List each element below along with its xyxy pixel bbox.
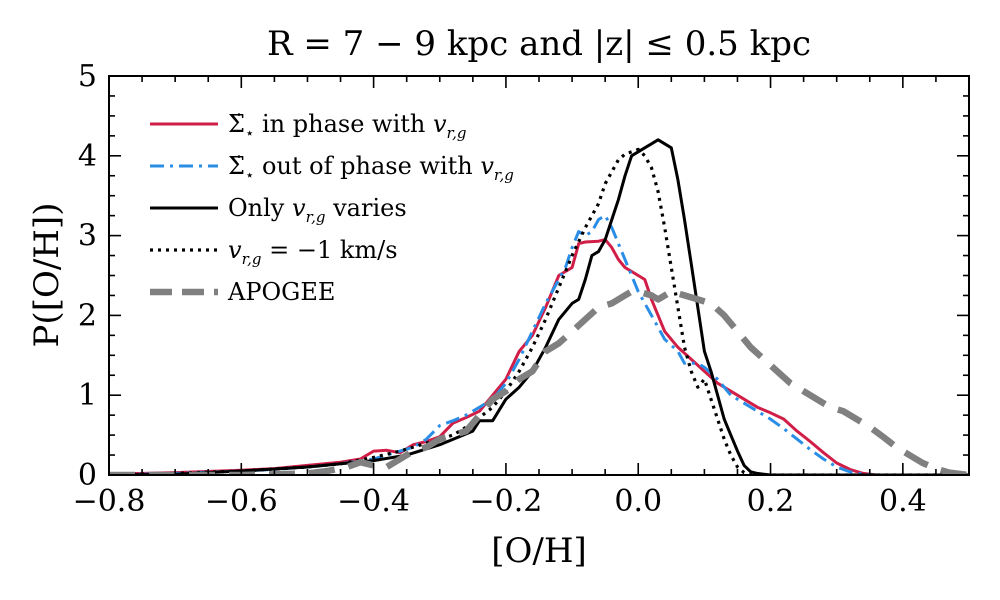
y-tick-label: 2 <box>78 298 97 333</box>
x-tick-label: −0.6 <box>205 484 278 519</box>
legend: Σ̇⋆ in phase with vr,g Σ̇⋆ out of phase w… <box>150 110 514 306</box>
series-line-2 <box>109 214 969 475</box>
y-tick-label: 3 <box>78 219 97 254</box>
x-tick-labels: −0.8 −0.6 −0.4 −0.2 0.0 0.2 0.4 <box>73 484 927 519</box>
y-tick-label: 5 <box>78 59 97 94</box>
x-tick-label: 0.4 <box>879 484 927 519</box>
ticks-layer <box>108 75 970 476</box>
x-tick-label: −0.2 <box>469 484 542 519</box>
x-tick-label: −0.4 <box>337 484 410 519</box>
legend-label-5: APOGEE <box>227 278 335 306</box>
y-axis-label: P([O/H]) <box>27 203 67 348</box>
legend-label-1: Σ̇⋆ in phase with vr,g <box>228 110 466 142</box>
series-line-3 <box>109 138 969 475</box>
y-tick-label: 4 <box>78 139 97 174</box>
x-tick-label: −0.8 <box>73 484 146 519</box>
x-tick-label: 0.0 <box>614 484 662 519</box>
series-layer <box>109 138 969 475</box>
x-axis-label: [O/H] <box>491 531 587 571</box>
chart-title: R = 7 − 9 kpc and |z| ≤ 0.5 kpc <box>267 24 811 64</box>
y-tick-label: 0 <box>78 458 97 493</box>
x-tick-label: 0.2 <box>747 484 795 519</box>
legend-label-4: vr,g = −1 km/s <box>228 236 398 268</box>
y-tick-labels: 0 1 2 3 4 5 <box>78 59 97 493</box>
legend-label-2: Σ̇⋆ out of phase with vr,g <box>228 152 514 184</box>
y-tick-label: 1 <box>78 378 97 413</box>
legend-label-3: Only vr,g varies <box>228 194 407 226</box>
series-line-5 <box>109 288 969 475</box>
